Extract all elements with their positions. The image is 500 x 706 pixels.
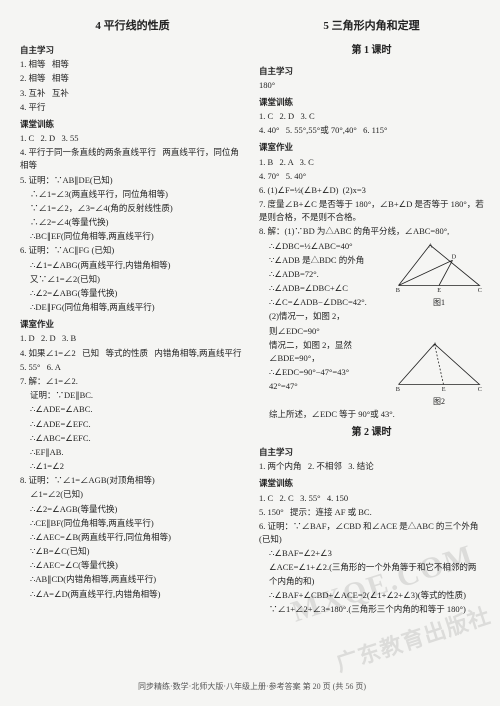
svg-text:D: D [452,253,457,260]
figure-1-text: ∴∠DBC=½∠ABC=40° ∵∠ADB 是△BDC 的外角 ∴∠ADB=72… [259,240,390,311]
text-line: ∴AB∥CD(内错角相等,两直线平行) [20,573,245,586]
text-line: ∴∠BAF+∠CBD+∠ACE=2(∠1+∠2+∠3)(等式的性质) [259,589,484,602]
text-line: 1. C 2. D 3. C [259,110,484,123]
text-line: ∴∠A=∠D(两直线平行,内错角相等) [20,588,245,601]
triangle-diagram-1-icon: A D B E C [394,240,484,295]
text-line: 1. C 2. D 3. 55 [20,132,245,145]
text-line: 7. 度量∠B+∠C 是否等于 180°，∠B+∠D 是否等于 180°，若是则… [259,198,484,224]
text-line: ∴∠1=∠3(两直线平行，同位角相等) [20,188,245,201]
right-group-4: 自主学习 [259,446,484,459]
left-column: 4 平行线的性质 自主学习 1. 相等 相等 2. 相等 相等 3. 互补 互补… [20,18,245,677]
text-line: 5. 证明：∵AB∥DE(已知) [20,174,245,187]
text-line: 4. 平行于同一条直线的两条直线平行 两直线平行，同位角相等 [20,146,245,172]
right-group-5: 课堂训练 [259,477,484,490]
text-line: 1. 相等 相等 [20,58,245,71]
svg-text:E: E [442,386,446,393]
text-line: ∵∠B=∠C(已知) [20,545,245,558]
svg-text:C: C [478,386,482,393]
text-line: 1. 两个内角 2. 不相邻 3. 结论 [259,460,484,473]
text-line: ∴∠ADE=∠ABC. [20,403,245,416]
text-line: 7. 解：∠1=∠2. [20,375,245,388]
text-line: 则∠EDC=90° [259,325,484,338]
text-line: ∴EF∥AB. [20,446,245,459]
text-line: 5. 55° 6. A [20,361,245,374]
text-line: ∴∠1=∠2 [20,460,245,473]
text-line: ∴∠AEC=∠B(两直线平行,同位角相等) [20,531,245,544]
text-line: ∴∠1=∠ABG(两直线平行,内错角相等) [20,259,245,272]
text-line: 综上所述，∠EDC 等于 90°或 43°. [259,408,484,421]
text-line: 2. 相等 相等 [20,72,245,85]
figure-1-block: ∴∠DBC=½∠ABC=40° ∵∠ADB 是△BDC 的外角 ∴∠ADB=72… [259,240,484,311]
text-line: 4. 平行 [20,101,245,114]
text-line: ∵∠ADB 是△BDC 的外角 [259,254,390,267]
text-line: 5. 150° 提示：连接 AF 或 BC. [259,506,484,519]
text-line: 4. 如果∠1=∠2 已知 等式的性质 内错角相等,两直线平行 [20,347,245,360]
svg-text:E: E [437,286,441,293]
figure-2: A B E C 图2 [394,339,484,409]
text-line: ∴∠2=∠4(等量代换) [20,216,245,229]
svg-text:A: A [433,342,438,349]
right-title: 5 三角形内角和定理 [259,18,484,35]
text-line: ∴BC∥EF(同位角相等,两直线平行) [20,230,245,243]
text-line: ∠ACE=∠1+∠2.(三角形的一个外角等于和它不相邻的两个内角的和) [259,561,484,587]
text-line: 又∵∠1=∠2(已知) [20,273,245,286]
figure-2-text: 情况二，如图 2，显然∠BDE=90°， ∴∠EDC=90°−47°=43° 4… [259,339,390,395]
text-line: ∴∠ADE=∠EFC. [20,418,245,431]
left-group-2: 课堂训练 [20,118,245,131]
text-line: 6. (1)∠F=½(∠B+∠D) (2)x=3 [259,184,484,197]
text-line: ∠1=∠2(已知) [20,488,245,501]
text-line: 42°=47° [259,380,390,393]
right-group-1: 自主学习 [259,65,484,78]
text-line: 情况二，如图 2，显然∠BDE=90°， [259,339,390,365]
right-group-3: 课室作业 [259,141,484,154]
text-line: 1. D 2. D 3. B [20,332,245,345]
right-sub-1: 第 1 课时 [259,43,484,59]
text-line: ∴∠ADB=∠DBC+∠C [259,282,390,295]
right-group-2: 课堂训练 [259,96,484,109]
text-line: ∵∠1+∠2+∠3=180°.(三角形三个内角的和等于 180°) [259,603,484,616]
text-line: ∴∠2=∠ABG(等量代换) [20,287,245,300]
text-line: ∴∠2=∠AGB(等量代换) [20,503,245,516]
text-line: 1. C 2. C 3. 55° 4. 150 [259,492,484,505]
text-line: 1. B 2. A 3. C [259,156,484,169]
text-line: ∴∠DBC=½∠ABC=40° [259,240,390,253]
figure-1: A D B E C 图1 [394,240,484,310]
text-line: ∴∠EDC=90°−47°=43° [259,366,390,379]
text-line: (2)情况一，如图 2， [259,310,484,323]
svg-text:C: C [478,286,482,293]
figure-2-label: 图2 [394,396,484,408]
text-line: ∴∠BAF=∠2+∠3 [259,547,484,560]
two-column-layout: 4 平行线的性质 自主学习 1. 相等 相等 2. 相等 相等 3. 互补 互补… [20,18,484,677]
text-line: 4. 70° 5. 40° [259,170,484,183]
figure-1-label: 图1 [394,297,484,309]
text-line: 3. 互补 互补 [20,87,245,100]
text-line: 8. 证明：∵∠1=∠AGB(对顶角相等) [20,474,245,487]
figure-2-block: 情况二，如图 2，显然∠BDE=90°， ∴∠EDC=90°−47°=43° 4… [259,339,484,409]
text-line: 证明：∵DE∥BC. [20,389,245,402]
left-group-3: 课室作业 [20,318,245,331]
text-line: 6. 证明：∵AC∥FG (已知) [20,244,245,257]
text-line: ∴∠AEC=∠C(等量代换) [20,559,245,572]
text-line: ∴∠C=∠ADB−∠DBC=42°. [259,296,390,309]
text-line: ∵∠1=∠2，∠3=∠4(角的反射线性质) [20,202,245,215]
page: 4 平行线的性质 自主学习 1. 相等 相等 2. 相等 相等 3. 互补 互补… [0,0,500,706]
svg-text:B: B [396,386,400,393]
text-line: ∴DE∥FG(同位角相等,两直线平行) [20,301,245,314]
svg-text:A: A [428,242,433,249]
text-line: 180° [259,79,484,92]
left-group-1: 自主学习 [20,44,245,57]
text-line: 8. 解：(1)∵BD 为△ABC 的角平分线，∠ABC=80°, [259,225,484,238]
text-line: ∴CE∥BF(同位角相等,两直线平行) [20,517,245,530]
page-footer: 同步精练·数学·北师大版·八年级上册·参考答案 第 20 页 (共 56 页) [20,681,484,692]
svg-text:B: B [396,286,400,293]
triangle-diagram-2-icon: A B E C [394,339,484,394]
text-line: ∴∠ABC=∠EFC. [20,432,245,445]
right-sub-2: 第 2 课时 [259,425,484,441]
text-line: 4. 40° 5. 55°,55°或 70°,40° 6. 115° [259,124,484,137]
text-line: 6. 证明：∵∠BAF，∠CBD 和∠ACE 是△ABC 的三个外角 (已知) [259,520,484,546]
right-column: 5 三角形内角和定理 第 1 课时 自主学习 180° 课堂训练 1. C 2.… [259,18,484,677]
text-line: ∴∠ADB=72°. [259,268,390,281]
left-title: 4 平行线的性质 [20,18,245,35]
